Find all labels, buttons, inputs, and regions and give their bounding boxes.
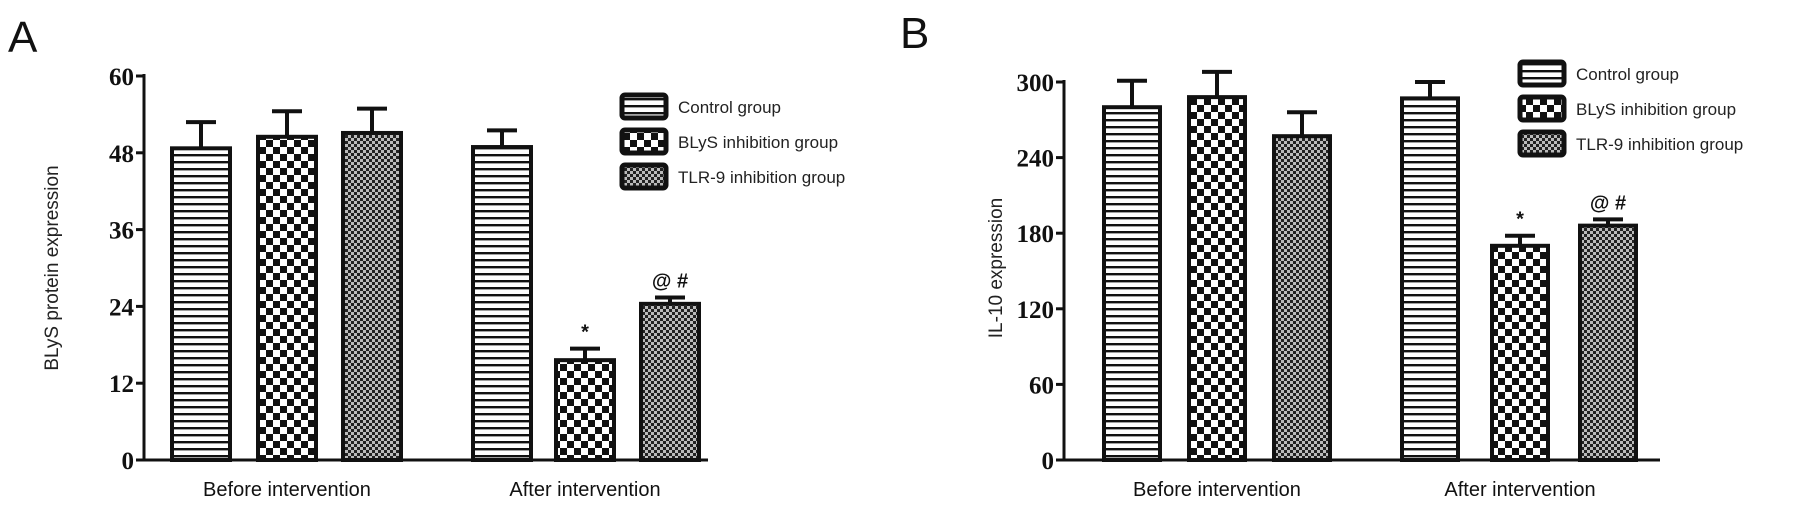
legend-swatch	[1517, 129, 1567, 158]
panel-label: A	[8, 13, 38, 62]
x-category-label: After intervention	[1444, 479, 1595, 501]
bar	[554, 358, 616, 462]
y-axis-title: BLyS protein expression	[42, 165, 63, 370]
bar	[1272, 134, 1332, 462]
y-axis-title: IL-10 expression	[986, 198, 1007, 338]
y-tick-label: 0	[1042, 448, 1055, 475]
bar	[170, 146, 232, 462]
bar	[639, 301, 701, 462]
x-category-label: After intervention	[509, 479, 660, 501]
legend-label: TLR-9 inhibition group	[1576, 135, 1743, 154]
legend-swatch	[619, 127, 669, 156]
x-category-label: Before intervention	[1133, 479, 1301, 501]
y-tick-label: 180	[1017, 221, 1055, 248]
significance-marker: *	[581, 322, 589, 344]
x-category-label: Before intervention	[203, 479, 371, 501]
bar	[1578, 223, 1638, 462]
y-tick-label: 60	[109, 64, 134, 91]
legend-label: BLyS inhibition group	[1576, 100, 1736, 119]
legend-label: Control group	[678, 98, 781, 117]
bar	[1490, 243, 1550, 462]
y-tick-label: 120	[1017, 297, 1055, 324]
legend-label: Control group	[1576, 65, 1679, 84]
legend-label: BLyS inhibition group	[678, 133, 838, 152]
y-tick-label: 60	[1029, 372, 1054, 399]
significance-marker: @ #	[1590, 192, 1626, 214]
panel-label: B	[900, 9, 929, 58]
significance-marker: @ #	[652, 270, 688, 292]
legend-swatch	[1517, 59, 1567, 88]
bar	[1102, 105, 1162, 462]
significance-marker: *	[1516, 209, 1524, 231]
y-tick-label: 24	[109, 294, 135, 321]
bar	[471, 145, 533, 462]
y-tick-label: 12	[109, 371, 134, 398]
y-tick-label: 36	[109, 218, 134, 245]
bar	[256, 134, 318, 463]
bar	[1400, 96, 1460, 462]
bar	[341, 130, 403, 463]
legend-swatch	[619, 162, 669, 191]
y-tick-label: 300	[1017, 70, 1055, 97]
y-tick-label: 240	[1017, 146, 1055, 173]
y-tick-label: 48	[109, 141, 134, 168]
bar	[1187, 95, 1247, 463]
y-tick-label: 0	[122, 448, 135, 475]
legend-swatch	[1517, 94, 1567, 123]
legend-swatch	[619, 92, 669, 121]
legend-label: TLR-9 inhibition group	[678, 168, 845, 187]
